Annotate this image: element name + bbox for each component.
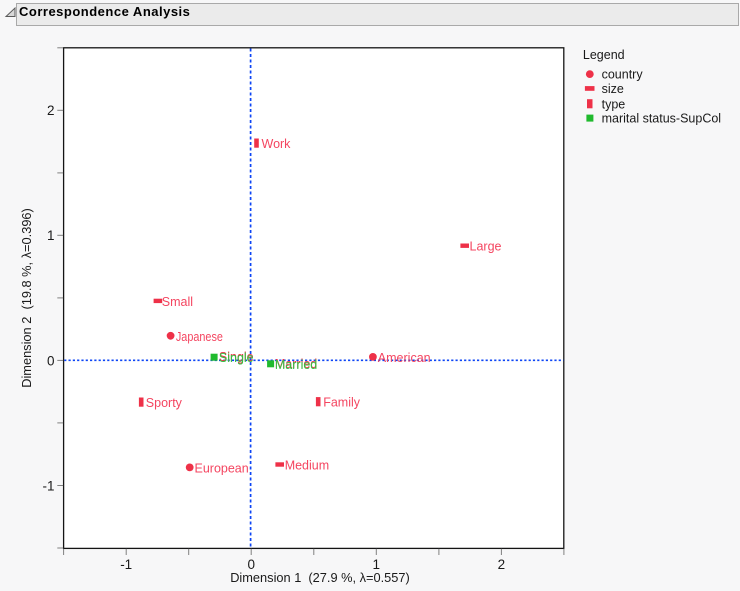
svg-text:country: country bbox=[602, 68, 644, 82]
svg-text:2: 2 bbox=[47, 103, 55, 118]
svg-text:Dimension 2 (19.8 %, λ=0.396): Dimension 2 (19.8 %, λ=0.396) bbox=[19, 208, 34, 388]
svg-text:Married: Married bbox=[275, 358, 317, 372]
svg-text:-1: -1 bbox=[42, 478, 54, 493]
svg-text:marital status-SupCol: marital status-SupCol bbox=[602, 112, 722, 126]
svg-text:Small: Small bbox=[162, 295, 193, 309]
svg-text:Single: Single bbox=[219, 351, 254, 365]
svg-text:0: 0 bbox=[247, 557, 255, 572]
svg-text:Single: Single bbox=[219, 350, 254, 364]
svg-text:European: European bbox=[195, 461, 249, 475]
svg-text:Married: Married bbox=[275, 357, 317, 371]
svg-text:0: 0 bbox=[47, 353, 55, 368]
svg-text:size: size bbox=[602, 82, 624, 96]
svg-text:Medium: Medium bbox=[285, 459, 329, 473]
svg-text:Work: Work bbox=[262, 137, 292, 151]
svg-text:American: American bbox=[378, 351, 431, 365]
svg-text:1: 1 bbox=[373, 557, 381, 572]
svg-text:1: 1 bbox=[47, 228, 55, 243]
svg-text:Dimension 1 (27.9 %, λ=0.557): Dimension 1 (27.9 %, λ=0.557) bbox=[230, 570, 410, 585]
svg-text:-1: -1 bbox=[120, 557, 132, 572]
svg-text:Family: Family bbox=[323, 396, 361, 410]
svg-text:Legend: Legend bbox=[583, 48, 625, 62]
svg-text:Large: Large bbox=[470, 240, 502, 254]
svg-text:type: type bbox=[602, 97, 626, 111]
svg-text:Sporty: Sporty bbox=[146, 396, 183, 410]
svg-text:2: 2 bbox=[498, 557, 506, 572]
svg-text:Japanese: Japanese bbox=[176, 330, 223, 344]
